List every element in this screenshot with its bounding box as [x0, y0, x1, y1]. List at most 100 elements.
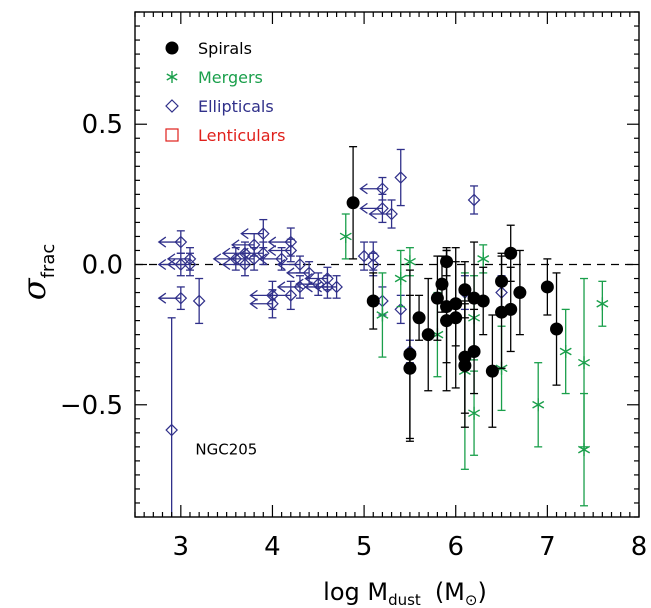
- ellipticals-point: [368, 199, 398, 229]
- mergers-marker: [532, 398, 545, 412]
- legend-entry: Mergers: [166, 68, 263, 87]
- spirals-marker: [403, 361, 417, 375]
- mergers-marker: [468, 406, 481, 420]
- legend-label: Spirals: [198, 39, 252, 58]
- ellipticals-upper-limit-arrow: [359, 202, 383, 214]
- x-axis-unit-open: (M: [435, 578, 465, 606]
- ellipticals-marker: [467, 193, 481, 207]
- x-axis-label-main: log M: [323, 578, 388, 606]
- ellipticals-point: [165, 317, 179, 517]
- mergers-marker: [339, 229, 352, 243]
- ellipticals-point: [192, 277, 206, 325]
- ellipticals-upper-limit-arrow: [166, 253, 190, 265]
- spirals-point: [476, 266, 490, 336]
- ellipticals-upper-limit-arrow: [166, 258, 190, 271]
- chart-axis-labels: σfrac log Mdust (M⊙): [15, 244, 487, 608]
- ellipticals-upper-limit-arrow: [231, 253, 255, 265]
- ellipticals-upper-limit-arrow: [285, 267, 310, 279]
- spirals-marker: [346, 196, 360, 210]
- mergers-point: [578, 392, 591, 507]
- chart-marks-layer: [157, 146, 609, 517]
- ellipticals-point: [359, 193, 389, 224]
- y-axis-label: σfrac: [15, 244, 59, 301]
- spirals-point: [495, 255, 509, 369]
- ellipticals-upper-limit-arrow: [276, 281, 300, 293]
- spirals-marker: [540, 280, 554, 294]
- ellipticals-marker: [385, 207, 398, 221]
- ellipticals-point: [467, 185, 481, 215]
- mergers-marker: [578, 443, 591, 457]
- ellipticals-upper-limit-arrow: [249, 298, 273, 310]
- spirals-point: [458, 303, 472, 428]
- legend-marker-lenticulars: [165, 128, 179, 142]
- mergers-marker: [559, 344, 572, 358]
- ellipticals-upper-limit-arrow: [240, 247, 264, 259]
- spirals-marker: [421, 328, 435, 342]
- ellipticals-marker: [330, 280, 343, 294]
- ellipticals-upper-limit-arrow: [267, 236, 291, 248]
- ellipticals-point: [166, 252, 197, 277]
- spirals-marker: [550, 322, 564, 336]
- ellipticals-marker: [183, 258, 197, 271]
- x-axis-unit-sub: ⊙: [465, 591, 478, 608]
- y-tick-label: 0.0: [82, 251, 123, 281]
- ellipticals-marker: [266, 297, 279, 311]
- mergers-marker: [394, 272, 407, 286]
- x-tick-label: 4: [264, 532, 281, 562]
- ellipticals-upper-limit-arrow: [368, 208, 392, 220]
- y-axis-label-main: σ: [15, 277, 53, 300]
- legend-entry: Spirals: [165, 39, 252, 58]
- ellipticals-point: [267, 280, 298, 311]
- chart-axes-layer: 3 4 5 6 7 8 −0.5 0.0 0.5: [60, 11, 648, 562]
- x-axis-unit-close: ): [477, 578, 486, 606]
- mergers-marker: [596, 297, 609, 311]
- y-tick-label: 0.5: [82, 110, 123, 140]
- ellipticals-marker: [174, 235, 188, 249]
- ellipticals-upper-limit-arrow: [313, 281, 337, 293]
- x-tick-label: 8: [631, 532, 648, 562]
- x-tick-label: 3: [173, 532, 190, 562]
- spirals-point: [412, 294, 426, 341]
- ellipticals-upper-limit-arrow: [295, 278, 319, 290]
- y-axis-label-sub: frac: [38, 244, 59, 279]
- ellipticals-marker: [174, 291, 188, 305]
- spirals-marker: [435, 277, 449, 291]
- legend-label: Mergers: [198, 68, 263, 87]
- ellipticals-marker: [247, 252, 261, 266]
- chart-legend: Spirals Mergers Ellipticals Lenticulars NGC2…: [165, 39, 285, 459]
- y-tick-label: −0.5: [60, 391, 123, 421]
- x-tick-label: 7: [539, 532, 556, 562]
- ellipticals-point: [394, 148, 408, 207]
- ellipticals-marker: [192, 294, 206, 308]
- ellipticals-upper-limit-arrow: [258, 253, 282, 265]
- mergers-marker: [376, 308, 389, 322]
- ellipticals-marker: [284, 289, 298, 302]
- legend-marker-ellipticals: [165, 99, 179, 113]
- mergers-point: [559, 308, 572, 395]
- legend-label: Ellipticals: [198, 97, 274, 116]
- spirals-marker: [485, 364, 499, 378]
- spirals-marker: [513, 286, 527, 300]
- x-tick-label: 5: [356, 532, 373, 562]
- spirals-point: [513, 249, 527, 336]
- ellipticals-upper-limit-arrow: [359, 183, 383, 195]
- spirals-marker: [449, 297, 463, 311]
- spirals-marker: [504, 302, 518, 316]
- mergers-marker: [403, 255, 416, 269]
- ellipticals-marker: [238, 258, 252, 271]
- ellipticals-marker: [394, 303, 408, 316]
- spirals-marker: [504, 246, 518, 260]
- mergers-marker: [477, 252, 490, 266]
- spirals-marker: [366, 294, 380, 308]
- x-axis-label: log Mdust (M⊙): [323, 578, 487, 608]
- ellipticals-marker: [284, 244, 298, 257]
- annotation-label: NGC205: [195, 441, 257, 459]
- ellipticals-marker: [293, 280, 307, 294]
- ellipticals-marker: [321, 280, 334, 294]
- spirals-point: [449, 261, 463, 347]
- ellipticals-point: [267, 227, 298, 257]
- ellipticals-upper-limit-arrow: [267, 244, 291, 257]
- spirals-marker: [467, 344, 481, 358]
- ellipticals-marker: [394, 171, 408, 184]
